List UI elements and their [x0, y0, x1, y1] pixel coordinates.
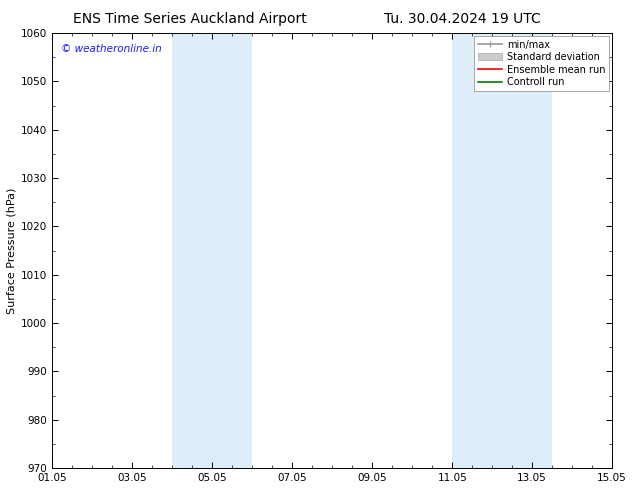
Y-axis label: Surface Pressure (hPa): Surface Pressure (hPa): [7, 187, 17, 314]
Bar: [452, 33, 552, 468]
Bar: [172, 33, 252, 468]
Text: Tu. 30.04.2024 19 UTC: Tu. 30.04.2024 19 UTC: [384, 12, 541, 26]
Text: ENS Time Series Auckland Airport: ENS Time Series Auckland Airport: [74, 12, 307, 26]
Text: © weatheronline.in: © weatheronline.in: [61, 44, 162, 54]
Legend: min/max, Standard deviation, Ensemble mean run, Controll run: min/max, Standard deviation, Ensemble me…: [474, 36, 609, 91]
